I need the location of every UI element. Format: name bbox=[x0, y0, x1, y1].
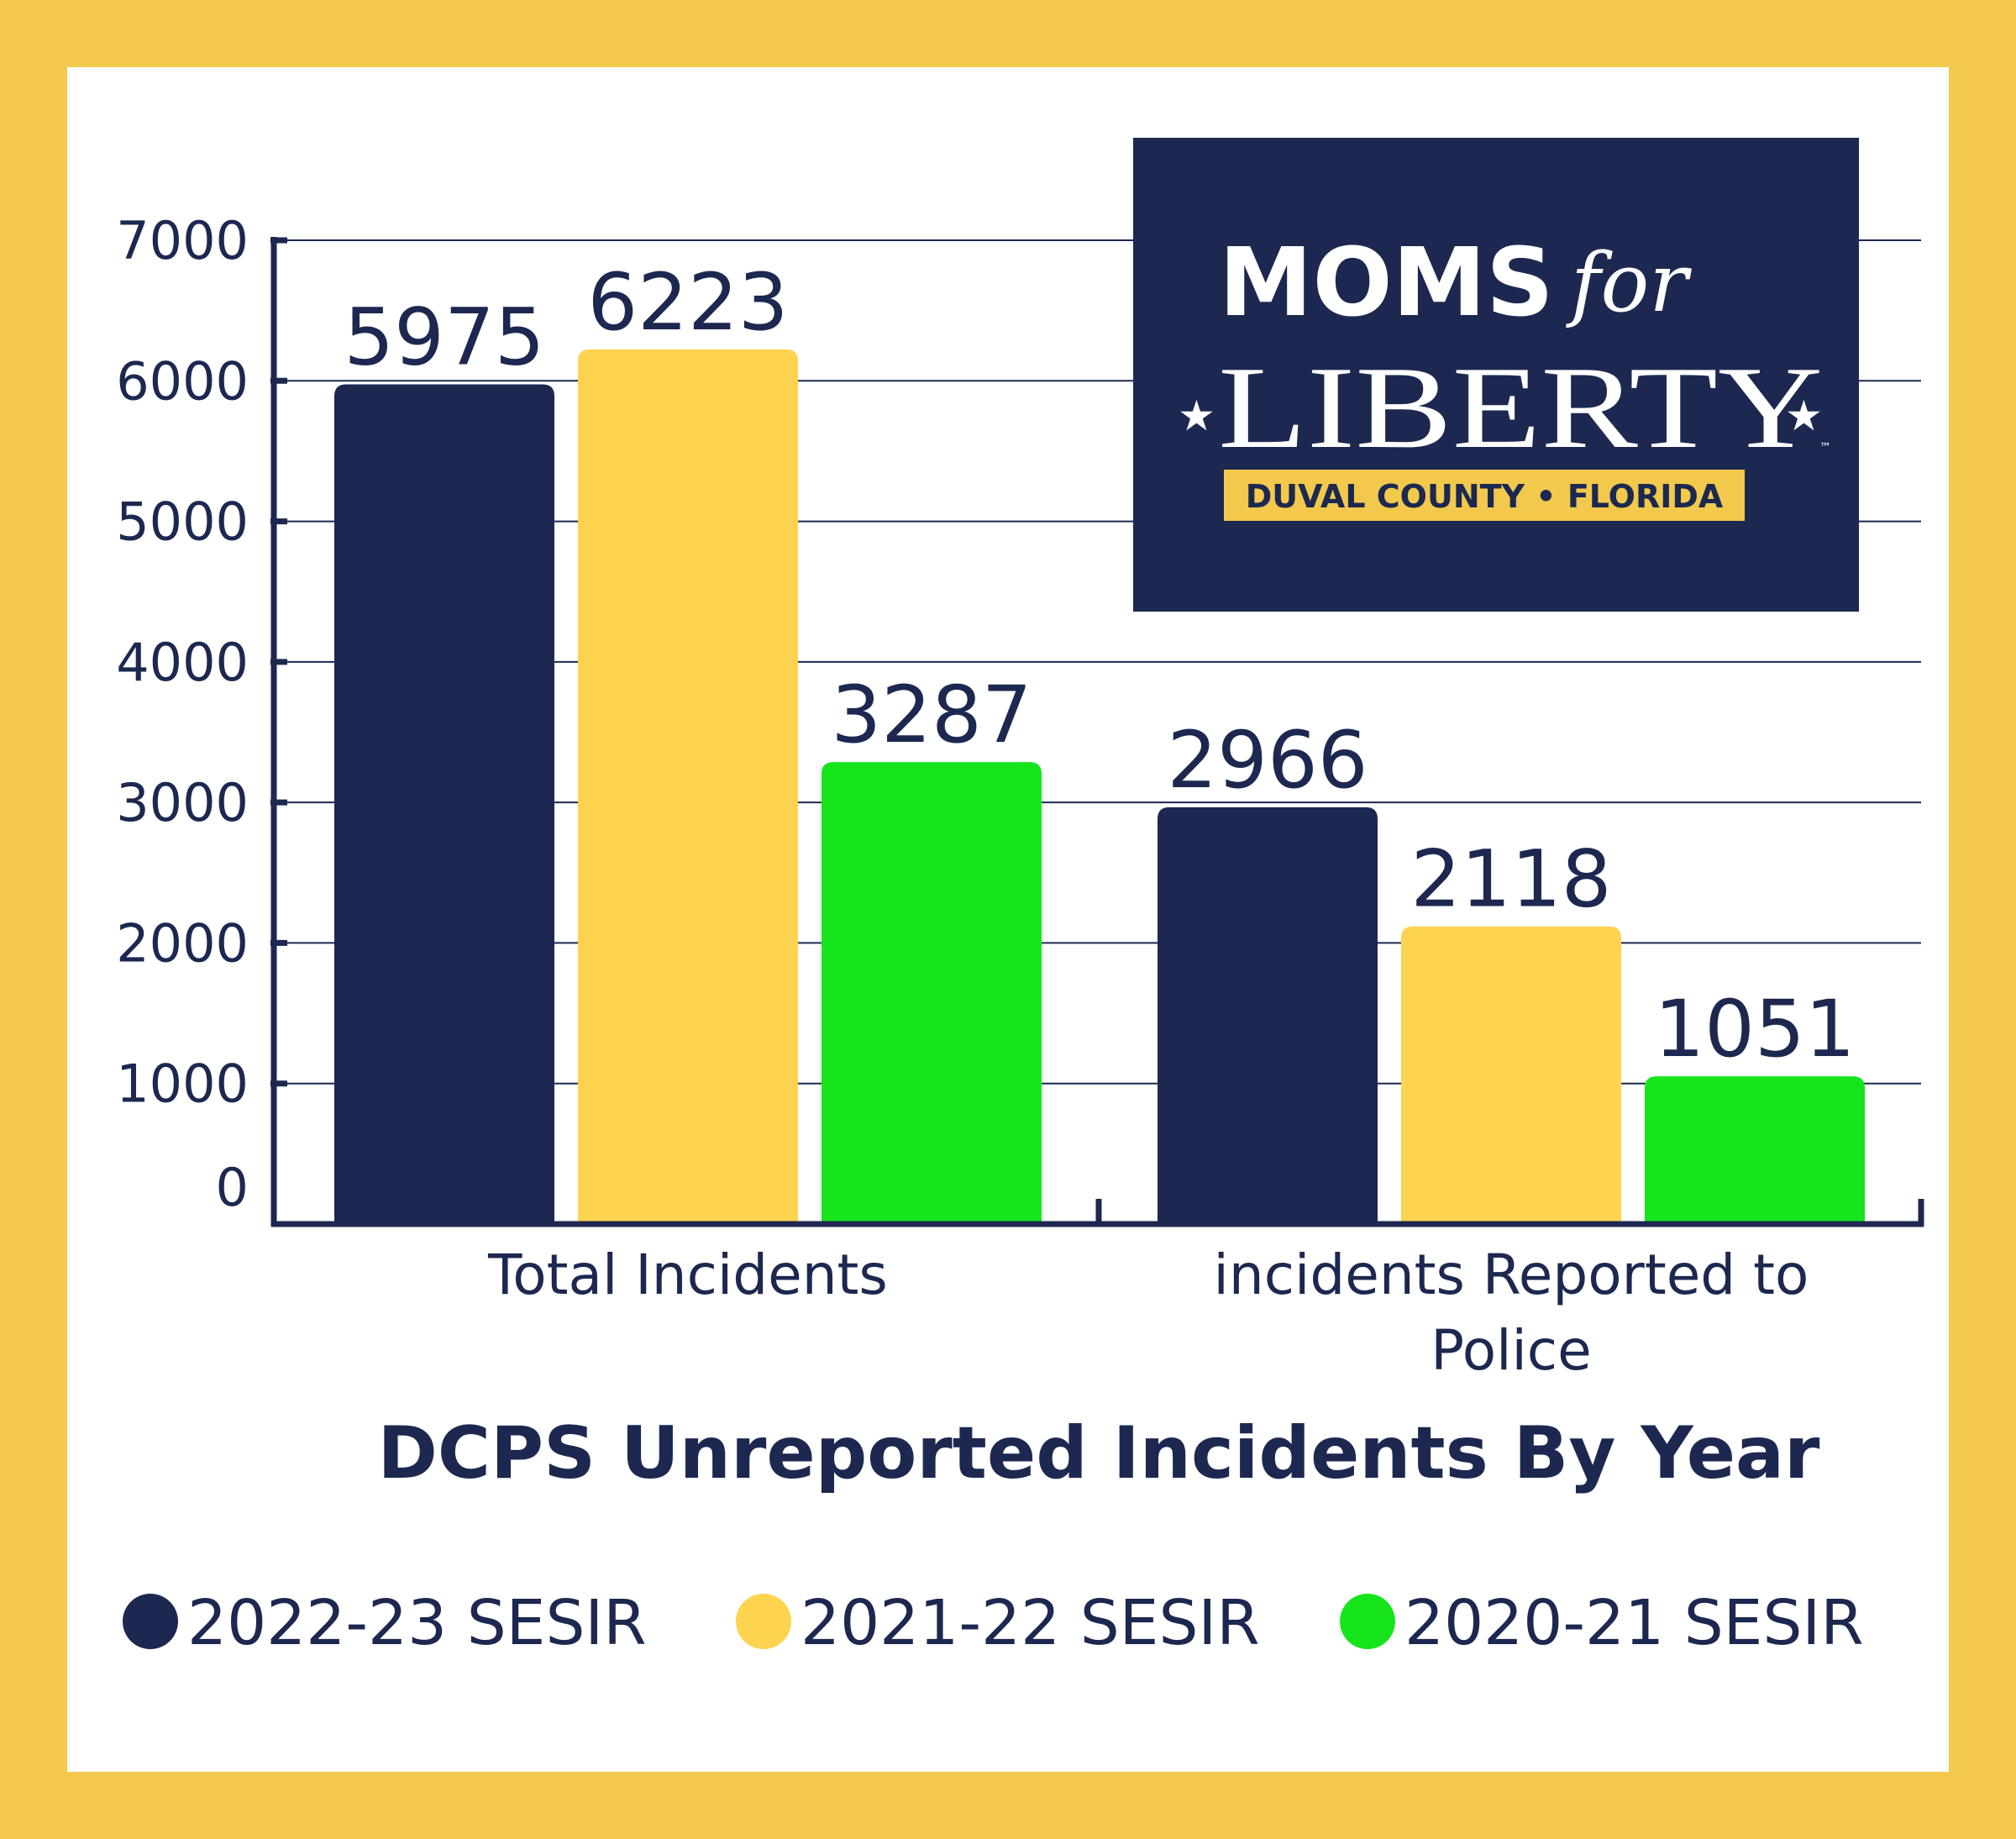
bar bbox=[1645, 1076, 1865, 1224]
y-tick-label: 4000 bbox=[116, 632, 249, 693]
legend-label: 2022-23 SESIR bbox=[187, 1587, 647, 1659]
data-label: 2966 bbox=[1167, 715, 1368, 807]
x-category-label: incidents Reported to Police bbox=[1214, 1243, 1809, 1383]
data-label: 3287 bbox=[831, 670, 1032, 761]
logo-band-text: DUVAL COUNTY • FLORIDA bbox=[1246, 478, 1724, 515]
y-tick-label: 5000 bbox=[116, 491, 249, 553]
bar bbox=[822, 762, 1042, 1224]
y-tick-label: 2000 bbox=[116, 912, 249, 974]
chart-frame: 0 1000 2000 3000 4000 5000 6000 7000 5975 6223 328… bbox=[67, 67, 1949, 1772]
moms-for-liberty-logo: MOMS for ★ LIBERTY ★ ™ DUVAL COUNTY • FL… bbox=[1133, 138, 1859, 612]
data-label: 6223 bbox=[587, 257, 788, 349]
data-label: 2118 bbox=[1410, 834, 1611, 926]
bar bbox=[334, 384, 554, 1224]
legend-label: 2020-21 SESIR bbox=[1404, 1587, 1864, 1659]
legend-label: 2021-22 SESIR bbox=[801, 1587, 1260, 1659]
y-tick-label: 0 bbox=[216, 1157, 249, 1218]
x-category-label: Total Incidents bbox=[487, 1243, 888, 1307]
logo-band bbox=[1224, 470, 1745, 521]
legend-marker bbox=[1340, 1594, 1395, 1649]
star-icon: ★ bbox=[1178, 391, 1215, 440]
logo-background bbox=[1133, 138, 1859, 612]
data-label: 1051 bbox=[1654, 984, 1855, 1075]
chart-title: DCPS Unreported Incidents By Year bbox=[378, 1411, 1821, 1495]
logo-for-text: for bbox=[1566, 236, 1692, 330]
bar bbox=[1401, 926, 1621, 1224]
labels: 0 1000 2000 3000 4000 5000 6000 7000 5975 6223 328… bbox=[116, 210, 1863, 1659]
bar-chart: 0 1000 2000 3000 4000 5000 6000 7000 5975 6223 328… bbox=[116, 138, 1924, 1659]
logo-moms-text: MOMS bbox=[1219, 229, 1554, 338]
y-tick-label: 1000 bbox=[116, 1053, 249, 1115]
bar bbox=[1158, 807, 1378, 1224]
y-tick-label: 6000 bbox=[116, 350, 249, 412]
legend-marker bbox=[736, 1594, 791, 1649]
axes bbox=[270, 237, 1924, 1227]
bars bbox=[334, 349, 1865, 1225]
legend-marker bbox=[123, 1594, 178, 1649]
logo-liberty-text: LIBERTY bbox=[1218, 343, 1823, 473]
y-tick-label: 7000 bbox=[116, 210, 249, 271]
bar bbox=[578, 349, 798, 1225]
star-icon: ★ bbox=[1785, 391, 1823, 440]
data-label: 5975 bbox=[344, 292, 544, 383]
y-tick-label: 3000 bbox=[116, 772, 249, 833]
trademark-text: ™ bbox=[1819, 441, 1831, 454]
